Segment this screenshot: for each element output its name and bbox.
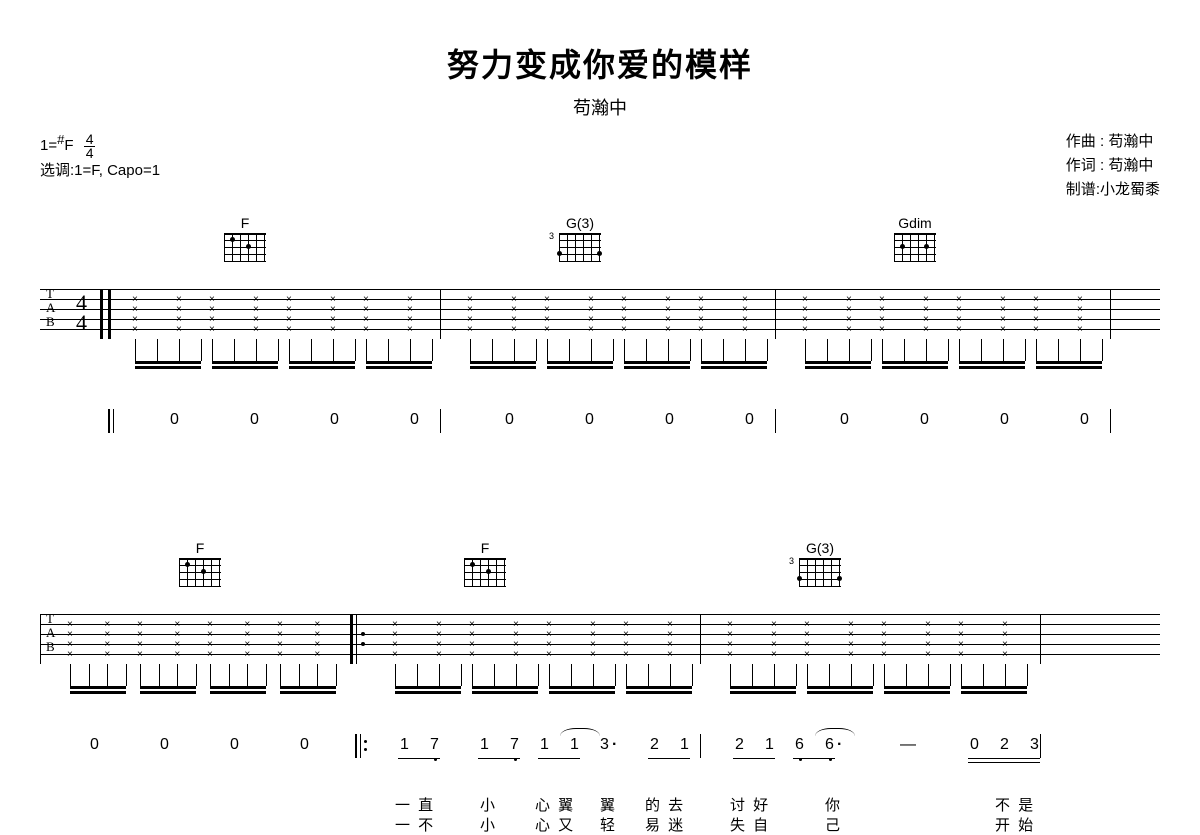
chord-diagram: F	[455, 540, 515, 596]
tab-staff-1: TAB 44 ×××××××××××××××××××××××××××××××××…	[40, 279, 1160, 359]
lyric-row-2: 一 不小心 又轻易 迷失 自己开 始	[40, 814, 1160, 834]
chord-diagram: F	[170, 540, 230, 596]
tab-staff-2: TAB ××××××××××××××××××××××××××××××××××××…	[40, 604, 1160, 684]
chord-row-2: F F G(3)3	[40, 540, 1160, 604]
number-row-2: 00001717113·212166·—023	[40, 736, 1160, 786]
song-title: 努力变成你爱的模样	[0, 40, 1200, 86]
system-2: F F G(3)3 TAB ××××××××××××××××××××××××××××…	[40, 540, 1160, 834]
system-1: F G(3)3 Gdim TAB 44 ××××××××××××××××××××××…	[40, 215, 1160, 451]
lyric-row-1: 一 直小心 翼翼的 去讨 好你不 是	[40, 794, 1160, 814]
chord-row-1: F G(3)3 Gdim	[40, 215, 1160, 279]
chord-diagram: G(3)3	[790, 540, 850, 596]
chord-diagram: G(3)3	[550, 215, 610, 271]
meta-left: 1=#F 44 选调:1=F, Capo=1	[40, 130, 160, 183]
chord-diagram: Gdim	[885, 215, 945, 271]
meta-right: 作曲 : 苟瀚中 作词 : 苟瀚中 制谱:小龙蜀黍	[1066, 130, 1160, 202]
artist-name: 苟瀚中	[0, 94, 1200, 120]
number-row-1: 000000000000	[40, 411, 1160, 451]
chord-diagram: F	[215, 215, 275, 271]
